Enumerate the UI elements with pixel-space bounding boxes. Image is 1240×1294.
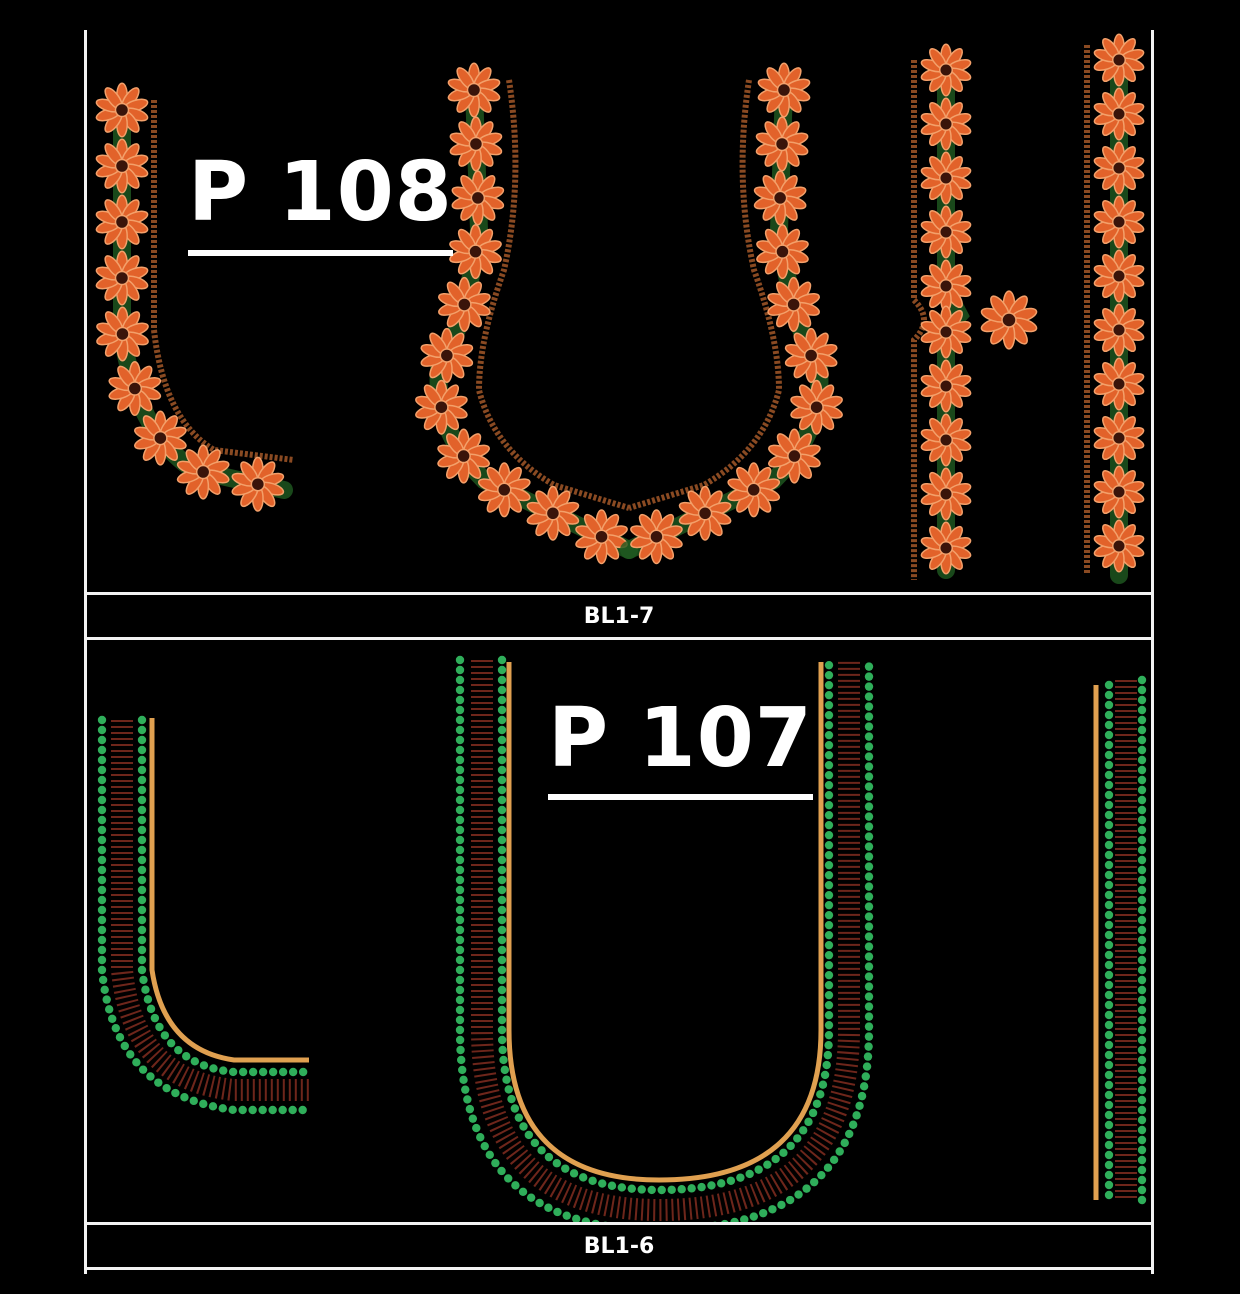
flower-motif <box>757 62 811 118</box>
flower-motif <box>95 250 149 306</box>
design-sheet: P 108 BL1-7 P 107 BL1-6 <box>84 30 1154 1274</box>
design-code-bar-bl1-6: BL1-6 <box>84 1222 1154 1270</box>
flower-motif <box>95 138 149 194</box>
flower-motif <box>920 413 972 467</box>
flower-motif <box>415 379 468 435</box>
design-panel-p108[interactable]: P 108 <box>84 30 1154 595</box>
pattern-label-p108: P 108 <box>188 152 453 256</box>
flower-motif <box>95 194 149 250</box>
flower-motif <box>449 224 502 280</box>
flower-motif <box>784 327 838 383</box>
flower-motif <box>920 259 972 313</box>
flower-motif <box>630 509 683 565</box>
flower-motif <box>438 276 491 332</box>
flower-motif <box>1093 249 1145 303</box>
flower-motif <box>1093 87 1145 141</box>
flower-motif <box>755 116 809 172</box>
flower-motif <box>575 509 628 565</box>
flower-motif <box>1093 411 1145 465</box>
flower-motif <box>920 359 972 413</box>
flower-motif <box>95 82 149 138</box>
flower-motif <box>920 305 972 359</box>
pattern-label-p107: P 107 <box>548 698 813 800</box>
flower-motif <box>449 116 503 172</box>
flower-motif <box>108 360 162 417</box>
flower-motif <box>1093 141 1145 195</box>
flower-motif <box>1093 519 1145 573</box>
flower-motif <box>756 224 809 280</box>
flower-motif <box>96 306 149 362</box>
flower-motif <box>1093 465 1145 519</box>
flower-motif <box>451 170 505 226</box>
flower-motif <box>1093 357 1145 411</box>
flower-motif <box>477 462 531 518</box>
flower-motif <box>176 444 230 500</box>
design-code: BL1-7 <box>583 603 655 629</box>
flower-motif <box>920 467 972 521</box>
flower-motif <box>767 276 820 332</box>
flower-motif <box>134 410 187 466</box>
flower-motif <box>920 521 972 575</box>
flower-motif <box>920 43 972 97</box>
design-code-bar-bl1-7: BL1-7 <box>84 592 1154 640</box>
pattern-label-underline <box>188 250 453 256</box>
pattern-label-underline <box>548 794 813 800</box>
frame-right-line <box>1151 30 1154 1274</box>
design-code: BL1-6 <box>583 1233 655 1259</box>
design-panel-p107[interactable]: P 107 <box>84 640 1154 1222</box>
flower-motif <box>526 485 580 541</box>
flower-motif <box>753 170 807 226</box>
frame-left-line <box>84 30 87 1274</box>
flower-motif <box>727 462 781 518</box>
flower-motif <box>1093 33 1145 87</box>
flower-motif <box>678 485 732 541</box>
flower-embroidery-artwork <box>95 33 1145 584</box>
flower-motif <box>1093 303 1145 357</box>
flower-motif <box>920 97 972 151</box>
flower-motif <box>980 290 1038 350</box>
flower-motif <box>920 205 972 259</box>
flower-motif <box>768 428 821 484</box>
flower-motif <box>920 151 972 205</box>
flower-motif <box>231 456 285 512</box>
bead-embroidery-artwork <box>97 655 1147 1222</box>
flower-motif <box>437 428 490 484</box>
flower-motif <box>1093 195 1145 249</box>
flower-motif <box>790 379 843 435</box>
flower-motif <box>447 62 501 118</box>
flower-motif <box>420 327 474 383</box>
